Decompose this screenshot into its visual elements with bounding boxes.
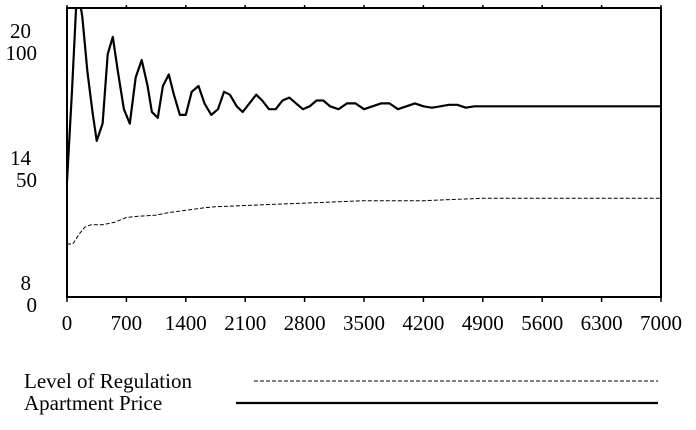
x-tick-label: 0 bbox=[62, 311, 73, 335]
x-tick-label: 6300 bbox=[581, 311, 623, 335]
y-axis-label-regulation: 8 bbox=[21, 271, 32, 295]
y-axis-label-regulation: 14 bbox=[10, 146, 32, 170]
y-axis-label-price: 50 bbox=[16, 168, 37, 192]
legend-label: Level of Regulation bbox=[24, 369, 192, 393]
plot-layer bbox=[66, 7, 662, 298]
x-tick-label: 3500 bbox=[343, 311, 385, 335]
y-axis-label-regulation: 20 bbox=[10, 19, 31, 43]
x-tick-label: 2800 bbox=[284, 311, 326, 335]
y-axis-label-price: 0 bbox=[27, 293, 38, 317]
x-tick-label: 4900 bbox=[462, 311, 504, 335]
x-tick-label: 2100 bbox=[224, 311, 266, 335]
series-line-price bbox=[67, 8, 661, 182]
x-tick-label: 1400 bbox=[165, 311, 207, 335]
x-tick-label: 7000 bbox=[640, 311, 682, 335]
x-tick-label: 5600 bbox=[521, 311, 563, 335]
x-tick-label: 700 bbox=[111, 311, 143, 335]
legend-label: Apartment Price bbox=[24, 391, 162, 415]
x-tick-label: 4200 bbox=[402, 311, 444, 335]
series-line-regulation bbox=[67, 197, 661, 245]
ticks-layer: 0 700 1400 2100 2800 3500 4200 4900 5600 6300 7000… bbox=[6, 5, 682, 335]
y-axis-label-price: 100 bbox=[6, 41, 38, 65]
plot-frame bbox=[66, 7, 662, 298]
